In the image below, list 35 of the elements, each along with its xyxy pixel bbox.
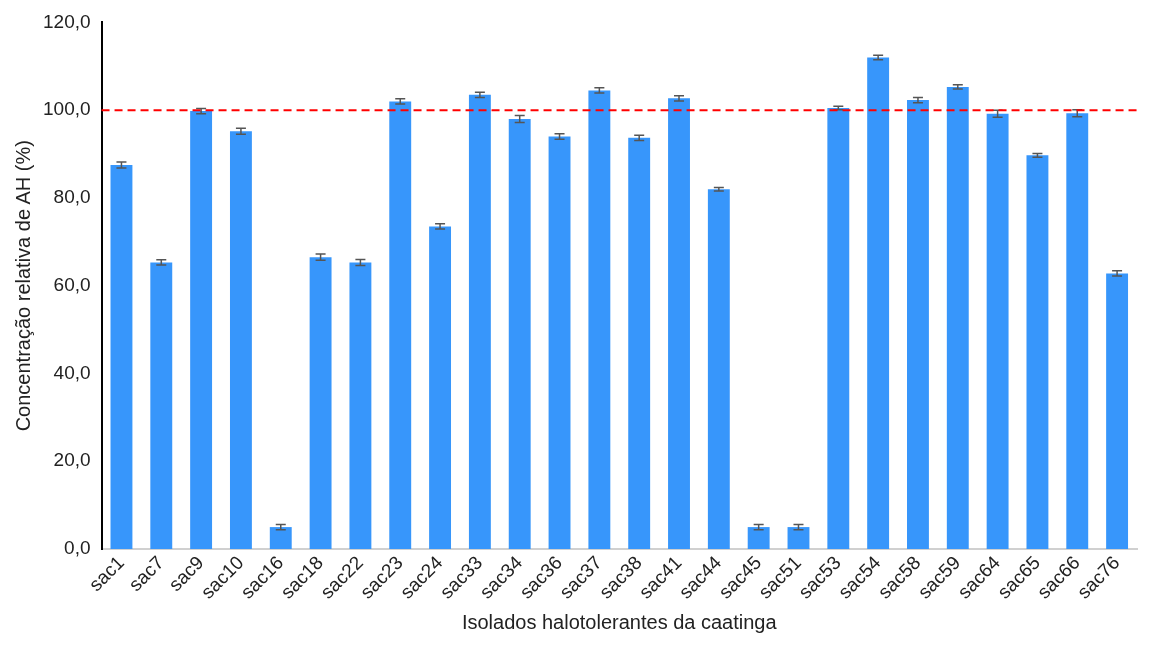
bar: [190, 111, 213, 550]
bar: [110, 165, 133, 550]
bar: [309, 257, 332, 550]
y-tick-label: 60,0: [53, 273, 91, 295]
bar: [1026, 155, 1049, 550]
y-tick-label: 0,0: [64, 537, 91, 559]
bar: [468, 94, 491, 550]
bar: [548, 136, 571, 550]
bar: [867, 57, 890, 550]
bar: [229, 131, 252, 550]
bar: [907, 100, 929, 550]
y-tick-label: 80,0: [53, 186, 91, 208]
bar: [1066, 113, 1089, 550]
x-axis-title: Isolados halotolerantes da caatinga: [461, 610, 778, 633]
bar: [827, 107, 850, 550]
bar: [389, 101, 412, 550]
y-tick-label: 40,0: [53, 361, 91, 383]
bar: [508, 118, 531, 550]
y-tick-label: 100,0: [43, 98, 91, 120]
bar: [429, 226, 452, 550]
y-axis-title: Concentração relativa de AH (%): [11, 140, 34, 432]
bar: [747, 527, 770, 550]
y-tick-label: 120,0: [43, 10, 91, 32]
bar: [707, 189, 730, 550]
y-tick-label: 20,0: [53, 449, 91, 471]
bar: [628, 137, 651, 550]
bar: [986, 113, 1009, 550]
bar: [946, 86, 969, 550]
bar: [349, 262, 372, 550]
bar: [588, 90, 611, 550]
bar: [1106, 273, 1129, 550]
bar: [269, 527, 292, 550]
bar: [150, 262, 173, 550]
bar: [787, 527, 810, 550]
bar: [668, 98, 690, 550]
